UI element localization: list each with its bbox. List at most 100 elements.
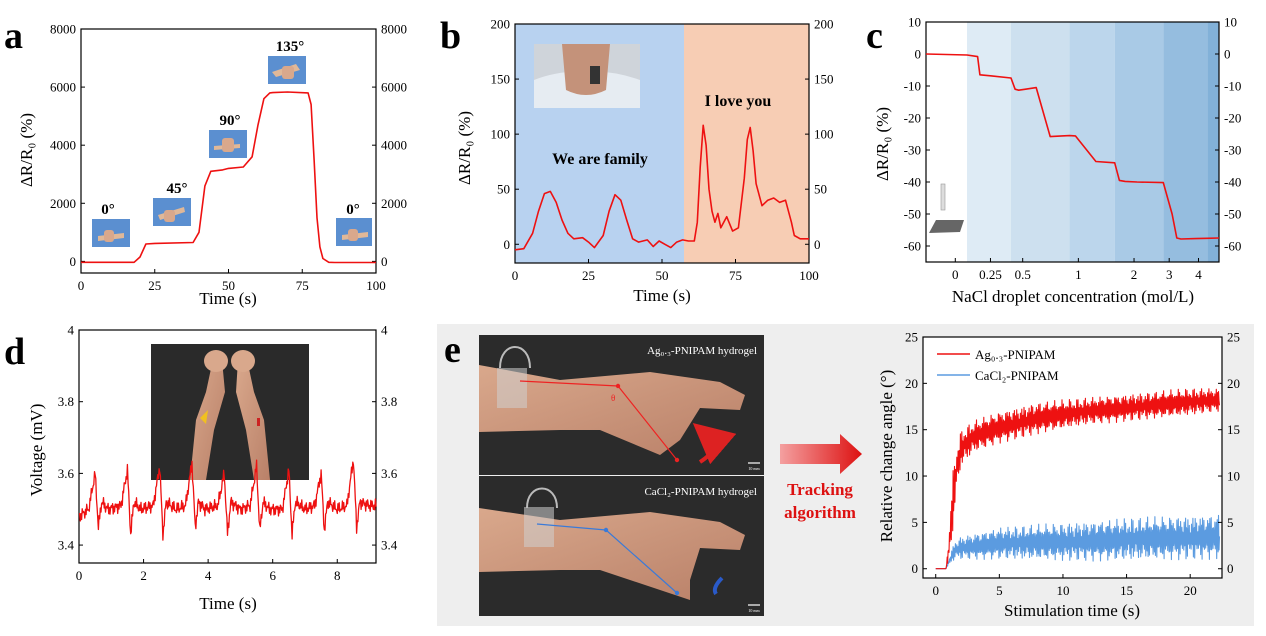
panel-b-letter: b (440, 15, 461, 57)
x-tick-label: 5 (996, 583, 1003, 598)
y-tick-label-right: -10 (1224, 79, 1241, 94)
panel-c-letter: c (866, 15, 883, 57)
hand-photo-0deg (92, 219, 130, 247)
x-tick-label: 25 (582, 268, 595, 283)
panel-e-xlabel: Stimulation time (s) (1004, 601, 1140, 620)
tracking-arrow: Tracking algorithm (780, 434, 862, 522)
x-tick-label: 0 (952, 267, 959, 282)
photo-bottom-scalebar: 10 mm (748, 608, 760, 613)
panel-b-xlabel: Time (s) (633, 286, 690, 305)
y-tick-label: 8000 (50, 22, 76, 37)
y-tick-label-right: 50 (814, 182, 827, 197)
photo-bottom-label: CaCl₂-PNIPAM hydrogel (644, 486, 757, 498)
concentration-band (1114, 22, 1164, 262)
hand-photo-135deg (268, 56, 306, 84)
concentration-band (967, 22, 1011, 262)
y-tick-label: 4000 (50, 138, 76, 153)
y-tick-label: -40 (904, 175, 921, 190)
panel-e-legend: Ag₀.₃-PNIPAM CaCl₂-PNIPAM (937, 347, 1059, 383)
panel-d: d 0 2 4 6 8 3.4 3.4 3.6 3.6 3.8 3.8 4 4 Time (s) Vol… (4, 323, 398, 614)
tracking-label-line1: Tracking (787, 480, 853, 499)
photo-cacl2-pnipam: 10 mm CaCl₂-PNIPAM hydrogel (479, 476, 764, 616)
y-tick-label: 0 (70, 254, 77, 269)
y-tick-label: 3.6 (58, 466, 75, 481)
y-tick-label: 4 (68, 323, 75, 338)
panel-d-frame (78, 329, 377, 564)
photo-ag-pnipam: θ 10 mm Ag₀.₃-PNIPAM hydrogel (479, 335, 764, 475)
y-tick-label: 3.8 (58, 394, 74, 409)
y-tick-label-right: 2000 (381, 196, 407, 211)
panel-e: e θ 10 mm Ag₀.₃-PNIPAM hydrogel (437, 324, 1254, 626)
panel-d-ticks: 0 2 4 6 8 3.4 3.4 3.6 3.6 3.8 3.8 4 4 (58, 323, 398, 584)
y-tick-label-right: -20 (1224, 111, 1241, 126)
hand-photo-45deg (153, 198, 191, 226)
y-tick-label: -60 (904, 239, 921, 254)
x-tick-label: 20 (1184, 583, 1197, 598)
panel-c-bands (967, 22, 1219, 262)
y-tick-label-right: 6000 (381, 80, 407, 95)
x-tick-label: 100 (799, 268, 819, 283)
y-tick-label-right: 3.6 (381, 466, 398, 481)
panel-e-plot (935, 388, 1221, 570)
panel-e-frame (922, 336, 1223, 579)
x-tick-label: 50 (656, 268, 669, 283)
x-tick-label: 4 (205, 568, 212, 583)
y-tick-label-right: -30 (1224, 143, 1241, 158)
y-tick-label: -10 (904, 79, 921, 94)
panel-c-ticks: 0 0.25 0.5 1 2 3 4 10 10 0 0 -10 -10 -20 -20 -30 -30 -40 -… (904, 15, 1242, 283)
concentration-band (1163, 22, 1208, 262)
y-tick-label: 10 (908, 15, 921, 30)
legend-ag: Ag₀.₃-PNIPAM (975, 347, 1056, 362)
x-tick-label: 0 (512, 268, 519, 283)
y-tick-label-right: 0 (1227, 561, 1234, 576)
panel-c-plot (925, 53, 1220, 240)
x-tick-label: 75 (729, 268, 742, 283)
x-tick-label: 0 (76, 568, 83, 583)
concentration-band (1010, 22, 1070, 262)
hand-photo-90deg (209, 130, 247, 158)
y-tick-label: -20 (904, 111, 921, 126)
panel-d-ylabel: Voltage (mV) (27, 404, 46, 497)
resistance-curve (81, 91, 376, 264)
x-tick-label: 10 (1056, 583, 1069, 598)
photo-top-scalebar: 10 mm (748, 466, 760, 471)
panel-c-frame (925, 21, 1220, 263)
y-tick-label-right: 5 (1227, 515, 1234, 530)
y-tick-label-right: 15 (1227, 422, 1240, 437)
annotation-i-love-you: I love you (705, 93, 772, 110)
panel-d-xlabel: Time (s) (199, 594, 256, 613)
x-tick-label: 2 (140, 568, 147, 583)
x-tick-label: 0.5 (1015, 267, 1031, 282)
y-tick-label: 3.4 (58, 538, 75, 553)
y-tick-label-right: 4000 (381, 138, 407, 153)
x-tick-label: 25 (148, 278, 161, 293)
y-tick-label: 0 (912, 561, 919, 576)
y-tick-label: 50 (497, 182, 510, 197)
x-tick-label: 2 (1131, 267, 1138, 282)
panel-b-plot (514, 124, 809, 251)
panel-c-ylabel: ΔR/R₀ (%) (873, 107, 892, 181)
panel-b-ticks: 0 25 50 75 100 0 0 50 50 100 100 150 150 200 200 (491, 17, 834, 284)
y-tick-label-right: 8000 (381, 22, 407, 37)
x-tick-label: 50 (222, 278, 235, 293)
annotation-we-are-family: We are family (552, 151, 648, 168)
annotation-90deg: 90° (220, 113, 241, 129)
y-tick-label: 2000 (50, 196, 76, 211)
y-tick-label: -50 (904, 207, 921, 222)
y-tick-label-right: 4 (381, 323, 388, 338)
tracking-label-line2: algorithm (784, 503, 856, 522)
y-tick-label-right: 3.4 (381, 538, 398, 553)
x-tick-label: 0.25 (979, 267, 1002, 282)
ag-pnipam-curve (935, 388, 1221, 570)
concentration-band (1207, 22, 1219, 262)
wrist-photo (151, 344, 309, 480)
neck-photo (534, 44, 640, 108)
y-tick-label: 150 (491, 72, 511, 87)
y-tick-label: 5 (912, 515, 919, 530)
panel-a-ylabel: ΔR/R₀ (%) (17, 113, 36, 187)
photo-angle-label: θ (611, 393, 615, 403)
panel-b: b 0 25 50 75 100 0 0 50 50 100 100 150 150 200 200 We … (440, 15, 834, 305)
